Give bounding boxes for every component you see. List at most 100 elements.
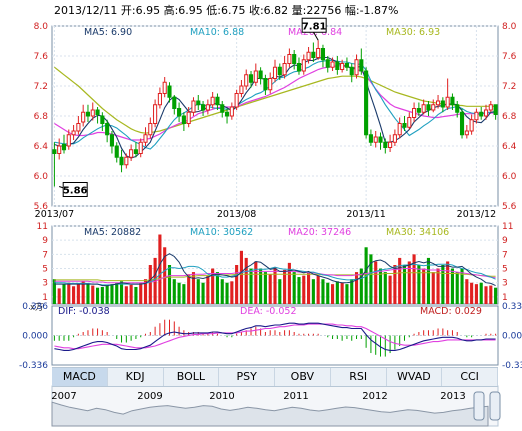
annotation-label: 7.81: [302, 21, 327, 32]
volume-bar: [134, 286, 138, 304]
price-tick-right: 6.8: [502, 112, 517, 122]
volume-tick-right: 5: [502, 265, 508, 275]
volume-bar: [470, 282, 474, 304]
candle-body: [488, 104, 493, 111]
volume-bar: [211, 268, 215, 304]
candle-body: [220, 104, 225, 113]
candle-body: [412, 108, 417, 118]
candle-body: [109, 134, 115, 147]
range-handle-right[interactable]: [489, 391, 501, 421]
candle-body: [81, 111, 86, 123]
macd-tick-right: -0.336: [502, 361, 522, 371]
volume-bar: [383, 272, 387, 304]
volume-tick-left: 3: [42, 279, 48, 289]
candle-body: [162, 81, 167, 94]
volume-bar: [426, 257, 431, 304]
candle-body: [201, 104, 206, 111]
candle-body: [340, 63, 345, 70]
candle-body: [61, 144, 67, 151]
volume-bar: [398, 257, 402, 304]
price-tick-left: 6.0: [34, 172, 49, 182]
tab-cci[interactable]: CCI: [442, 368, 498, 386]
tab-boll[interactable]: BOLL: [164, 368, 220, 386]
overview-year-label: 2013: [440, 391, 465, 402]
candle-body: [402, 123, 407, 128]
candle-body: [248, 74, 254, 83]
volume-bar: [91, 285, 95, 304]
volume-bar: [254, 261, 258, 304]
tab-psy[interactable]: PSY: [219, 368, 275, 386]
candle-body: [210, 96, 215, 106]
range-handle-left[interactable]: [473, 391, 485, 421]
volume-bar: [100, 286, 104, 304]
indicator-tabs: MACD KDJ BOLL PSY OBV RSI WVAD CCI: [52, 367, 498, 387]
price-tick-left: 6.4: [34, 142, 49, 152]
tab-macd[interactable]: MACD: [52, 368, 108, 386]
volume-bar: [335, 281, 339, 304]
candle-body: [301, 59, 306, 72]
volume-bar: [72, 286, 76, 304]
tab-rsi[interactable]: RSI: [331, 368, 387, 386]
candle-body: [143, 134, 148, 143]
price-tick-left: 7.6: [34, 52, 49, 62]
tab-obv[interactable]: OBV: [275, 368, 331, 386]
candle-body: [234, 93, 239, 108]
tab-kdj[interactable]: KDJ: [108, 368, 164, 386]
volume-tick-left: 1: [42, 293, 48, 303]
volume-bar: [378, 268, 383, 304]
candle-body: [258, 70, 263, 79]
price-tick-left: 7.2: [34, 82, 48, 92]
candle-body: [474, 111, 479, 121]
volume-bar: [287, 262, 291, 304]
candle-body: [272, 66, 278, 79]
candle-body: [435, 100, 441, 106]
candle-body: [431, 104, 436, 111]
candle-body: [392, 134, 397, 143]
macd-tick-left: 0.336: [22, 302, 48, 312]
volume-bar: [330, 284, 335, 304]
candle-body: [335, 61, 340, 70]
volume-bar: [292, 272, 296, 304]
candle-body: [85, 111, 91, 117]
volume-bar: [436, 268, 440, 304]
candle-body: [445, 96, 450, 108]
candle-body: [129, 149, 134, 158]
overview-year-label: 2009: [137, 391, 162, 402]
tab-wvad[interactable]: WVAD: [387, 368, 443, 386]
price-legend-ma10: MA10: 6.88: [190, 27, 244, 38]
price-tick-right: 5.6: [502, 202, 517, 212]
volume-bar: [244, 257, 248, 304]
volume-bar: [431, 272, 435, 304]
volume-bar: [52, 279, 56, 304]
candle-body: [349, 66, 354, 76]
volume-bar: [263, 272, 267, 304]
volume-bar: [302, 275, 306, 304]
candle-body: [440, 100, 445, 108]
volume-bar: [225, 282, 229, 304]
volume-bar: [215, 272, 220, 304]
candle-body: [229, 106, 234, 117]
volume-bar: [196, 279, 200, 304]
volume-bar: [374, 261, 378, 304]
candle-body: [253, 70, 258, 83]
candle-body: [344, 63, 349, 68]
volume-bar: [259, 268, 263, 304]
volume-bar: [201, 282, 205, 304]
volume-bar: [321, 279, 325, 304]
volume-bar: [297, 277, 301, 304]
volume-bar: [479, 282, 483, 304]
volume-bar: [278, 279, 282, 304]
volume-bar: [446, 261, 450, 304]
volume-bar: [283, 269, 287, 304]
price-tick-right: 6.0: [502, 172, 517, 182]
macd-tick-right: 0.000: [502, 332, 522, 342]
volume-legend-ma30: MA30: 34106: [386, 227, 449, 238]
volume-bar: [340, 282, 344, 304]
candle-body: [416, 108, 421, 113]
quote-header: 2013/12/11 开:6.95 高:6.95 低:6.75 收:6.82 量…: [54, 4, 399, 17]
candle-body: [383, 141, 388, 148]
candle-body: [296, 63, 302, 72]
volume-bar: [96, 287, 100, 304]
volume-bar: [172, 279, 176, 304]
candle-body: [282, 63, 287, 76]
